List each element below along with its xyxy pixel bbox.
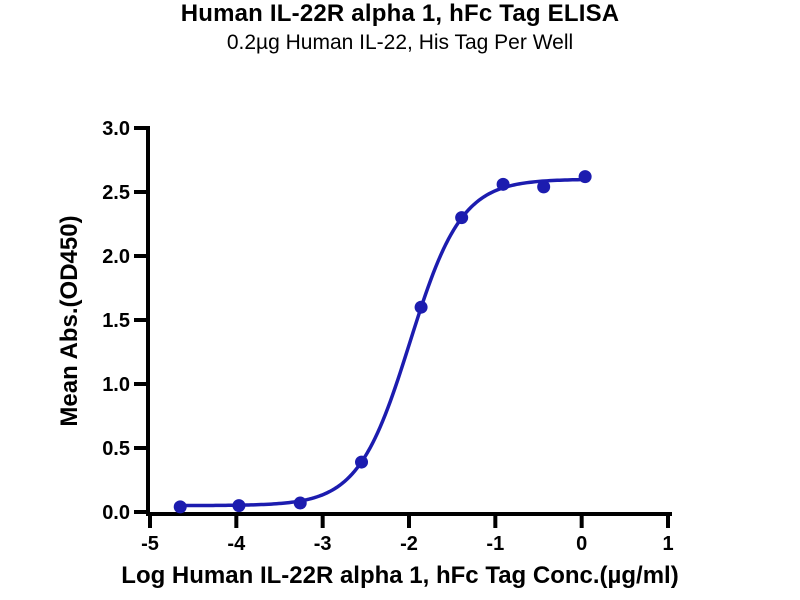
- x-tick-label: -1: [486, 533, 504, 555]
- data-point: [293, 496, 307, 510]
- data-point: [232, 499, 246, 513]
- data-point: [578, 170, 592, 184]
- x-tick-label: -5: [141, 533, 159, 555]
- chart-subtitle: 0.2µg Human IL-22, His Tag Per Well: [226, 31, 574, 54]
- y-tick-label: 1.5: [102, 310, 130, 332]
- data-point: [455, 211, 469, 225]
- data-point: [173, 500, 187, 514]
- data-point: [537, 180, 551, 194]
- y-tick-label: 0.5: [102, 438, 130, 460]
- x-tick-label: -4: [227, 533, 246, 555]
- chart-title: Human IL-22R alpha 1, hFc Tag ELISA: [180, 0, 620, 27]
- x-tick-label: -2: [400, 533, 418, 555]
- y-tick-label: 3.0: [102, 118, 130, 140]
- y-tick-label: 1.0: [102, 374, 130, 396]
- data-point: [355, 455, 369, 469]
- y-tick-label: 2.0: [102, 246, 130, 268]
- fit-curve: [178, 177, 587, 508]
- data-point: [496, 177, 510, 191]
- x-tick-label: 1: [662, 533, 673, 555]
- y-tick-label: 2.5: [102, 182, 130, 204]
- x-tick-label: 0: [576, 533, 587, 555]
- x-axis-title: Log Human IL-22R alpha 1, hFc Tag Conc.(…: [121, 562, 679, 589]
- y-tick-label: 0.0: [102, 502, 130, 524]
- data-point: [414, 300, 428, 314]
- x-tick-label: -3: [314, 533, 332, 555]
